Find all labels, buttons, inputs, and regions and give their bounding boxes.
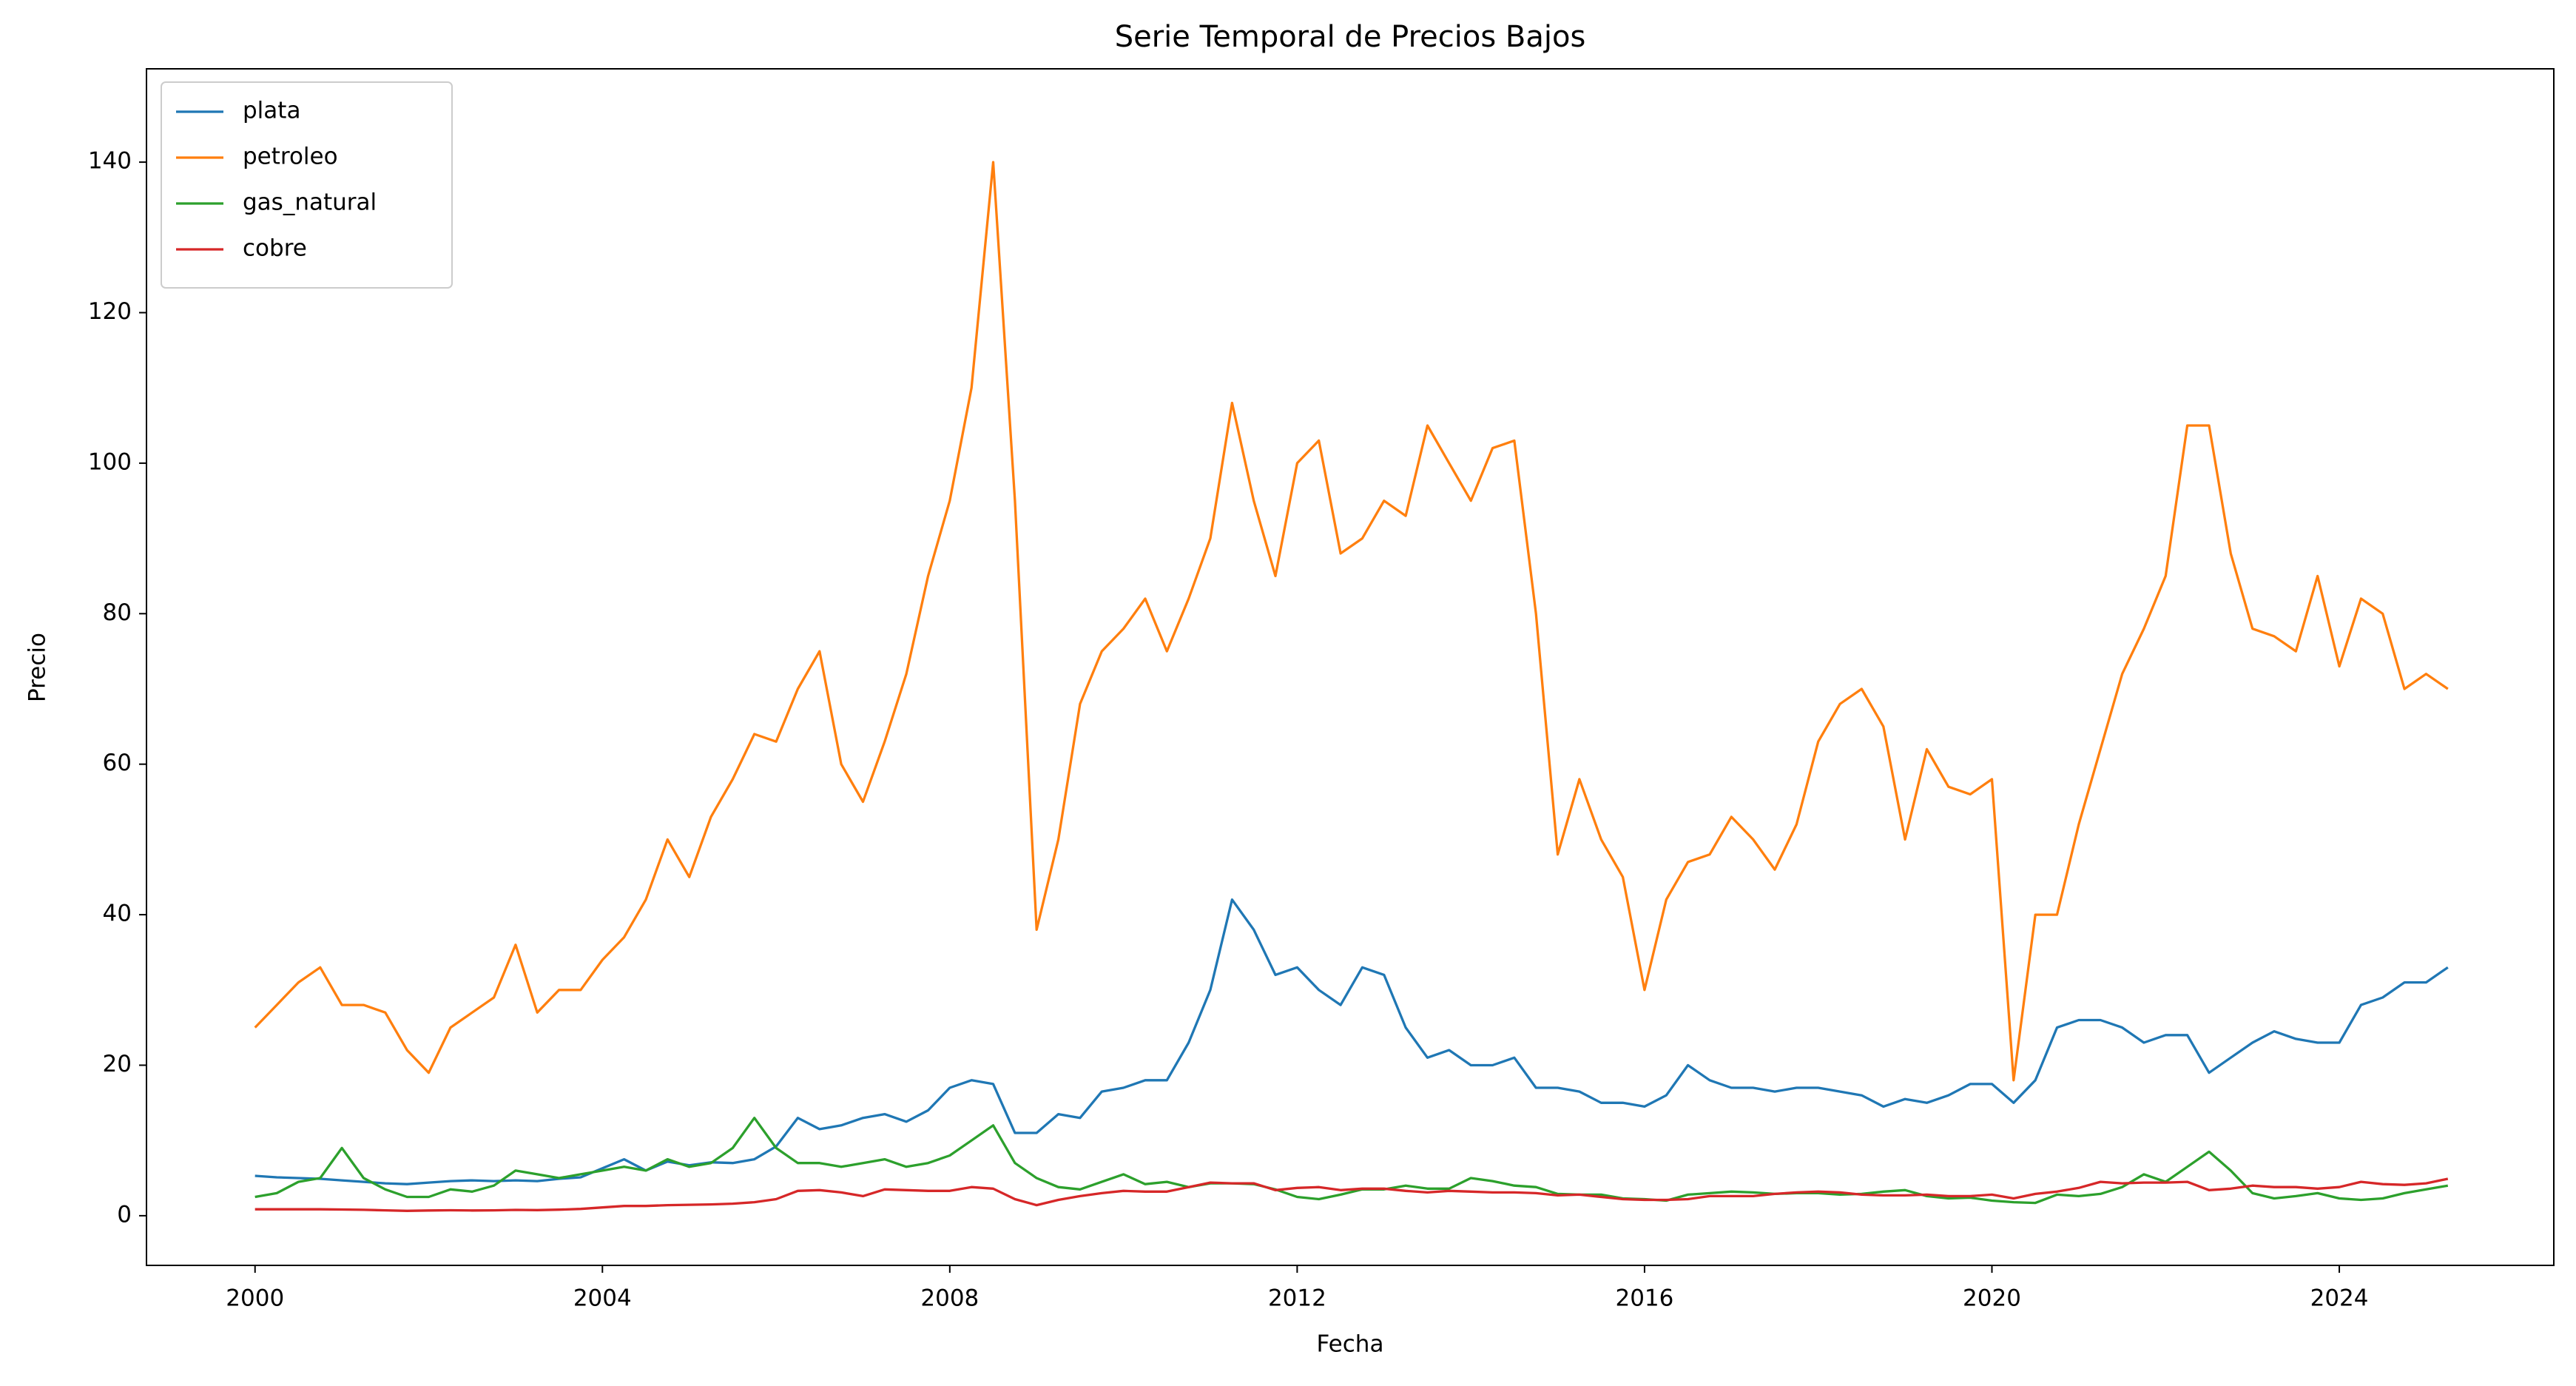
x-tick-label: 2024 [2310, 1285, 2369, 1312]
series-line [254, 1177, 2449, 1212]
y-tick-label: 100 [88, 448, 132, 475]
x-tick-label: 2012 [1268, 1285, 1326, 1312]
legend-label: petroleo [243, 144, 338, 170]
legend-box [161, 81, 453, 289]
y-tick-label: 20 [103, 1051, 132, 1077]
legend-label: gas_natural [243, 189, 377, 216]
y-tick-label: 140 [88, 148, 132, 175]
x-axis-label: Fecha [1317, 1331, 1384, 1358]
legend-label: plata [243, 98, 300, 124]
x-tick-label: 2004 [573, 1285, 632, 1312]
chart-title: Serie Temporal de Precios Bajos [1115, 20, 1586, 54]
x-tick-label: 2008 [920, 1285, 979, 1312]
x-tick-label: 2000 [226, 1285, 284, 1312]
x-tick-label: 2020 [1963, 1285, 2021, 1312]
y-tick-label: 40 [103, 901, 132, 927]
y-axis-label: Precio [24, 633, 51, 702]
x-tick-label: 2016 [1615, 1285, 1673, 1312]
legend-label: cobre [243, 235, 307, 262]
series-line [254, 898, 2449, 1185]
y-tick-label: 120 [88, 298, 132, 325]
y-tick-label: 80 [103, 599, 132, 626]
plot-frame [146, 68, 2555, 1266]
y-tick-label: 60 [103, 750, 132, 776]
y-tick-label: 0 [117, 1201, 132, 1228]
series-line [254, 161, 2449, 1082]
series-line [254, 1117, 2449, 1205]
